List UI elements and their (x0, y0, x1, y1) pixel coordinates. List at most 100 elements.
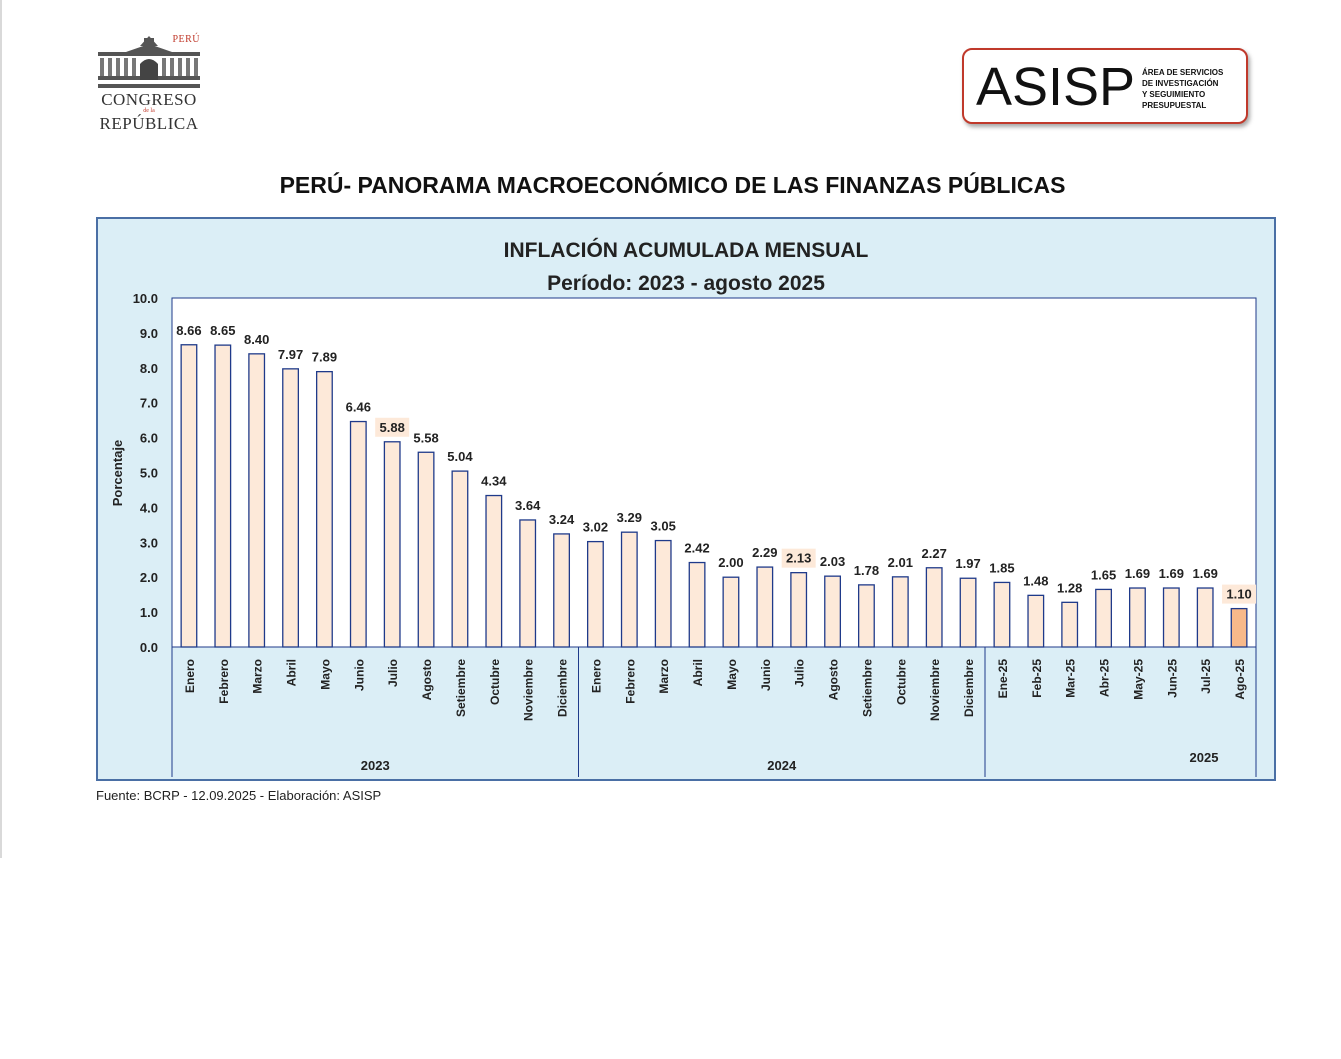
source-note: Fuente: BCRP - 12.09.2025 - Elaboración:… (96, 788, 382, 803)
value-label: 1.48 (1023, 573, 1048, 588)
y-tick-label: 8.0 (140, 361, 158, 376)
asisp-logo: ASISP ÁREA DE SERVICIOS DE INVESTIGACIÓN… (962, 48, 1248, 124)
bar (1128, 587, 1146, 648)
value-label: 5.04 (447, 449, 473, 464)
y-tick-label: 5.0 (140, 466, 158, 481)
value-label: 1.10 (1226, 587, 1251, 602)
asisp-logo-text: ASISP (976, 57, 1136, 117)
bar (722, 576, 740, 648)
congreso-line2: de la (143, 108, 155, 114)
bar (688, 561, 706, 648)
value-label: 2.29 (752, 545, 777, 560)
value-label: 2.00 (718, 555, 743, 570)
congress-building-icon (98, 36, 200, 88)
asisp-subtitle-line: Y SEGUIMIENTO (1142, 90, 1206, 99)
bar (1095, 588, 1113, 648)
value-label: 1.85 (989, 560, 1014, 575)
category-label: Feb-25 (1030, 659, 1044, 698)
asisp-subtitle-line: PRESUPUESTAL (1142, 101, 1207, 110)
value-label: 6.46 (346, 400, 371, 415)
category-label: Setiembre (860, 659, 874, 717)
value-label: 8.65 (210, 323, 235, 338)
chart-title: INFLACIÓN ACUMULADA MENSUAL (504, 238, 869, 262)
value-label: 1.69 (1159, 566, 1184, 581)
value-label: 2.01 (888, 555, 913, 570)
congreso-line3: REPÚBLICA (99, 114, 199, 133)
y-tick-label: 10.0 (133, 291, 158, 306)
page-title: PERÚ- PANORAMA MACROECONÓMICO DE LAS FIN… (279, 172, 1066, 198)
value-label: 1.69 (1193, 566, 1218, 581)
y-tick-label: 0.0 (140, 640, 158, 655)
bar (891, 576, 909, 648)
category-label: Marzo (657, 659, 671, 694)
value-label: 7.89 (312, 350, 337, 365)
value-label: 8.40 (244, 332, 269, 347)
value-label: 4.34 (481, 474, 507, 489)
y-tick-label: 2.0 (140, 570, 158, 585)
bar (417, 451, 435, 648)
category-label: Ene-25 (996, 659, 1010, 699)
value-label: 3.29 (617, 510, 642, 525)
congreso-peru-text: PERÚ (172, 34, 200, 45)
value-label: 1.65 (1091, 567, 1116, 582)
bar (654, 539, 672, 648)
y-tick-label: 4.0 (140, 500, 158, 515)
bar (451, 470, 469, 648)
category-label: Abril (285, 659, 299, 686)
category-label: Julio (386, 659, 400, 687)
y-tick-label: 3.0 (140, 535, 158, 550)
category-label: Agosto (827, 659, 841, 700)
bar (857, 584, 875, 648)
y-tick-label: 7.0 (140, 396, 158, 411)
value-label-highlight (1222, 584, 1257, 604)
value-label: 5.58 (413, 430, 438, 445)
value-label: 3.02 (583, 520, 608, 535)
category-label: Junio (759, 659, 773, 691)
chart-subtitle: Período: 2023 - agosto 2025 (547, 272, 825, 295)
bar (349, 420, 367, 648)
category-label: Agosto (420, 659, 434, 700)
category-label: Julio (793, 659, 807, 687)
bar (1196, 587, 1214, 648)
bar (519, 519, 537, 648)
y-axis-label: Porcentaje (110, 440, 125, 506)
bar (586, 540, 604, 648)
bar (756, 566, 774, 648)
value-label: 3.24 (549, 512, 575, 527)
value-label: 1.28 (1057, 580, 1082, 595)
category-label: Abril (691, 659, 705, 686)
category-label: Enero (589, 659, 603, 693)
value-label: 2.42 (684, 541, 709, 556)
value-label: 8.66 (176, 323, 201, 338)
bar (315, 370, 333, 648)
value-label: 2.03 (820, 554, 845, 569)
inflation-bar-chart: INFLACIÓN ACUMULADA MENSUAL Período: 2023… (96, 217, 1276, 781)
category-label: May-25 (1131, 659, 1145, 700)
value-label-highlight (781, 548, 816, 568)
category-label: Octubre (894, 659, 908, 705)
bar (282, 368, 300, 648)
value-label-highlight (375, 417, 410, 437)
bar (959, 577, 977, 648)
category-label: Mar-25 (1064, 659, 1078, 698)
bar (620, 531, 638, 648)
bar (790, 572, 808, 648)
category-label: Febrero (217, 659, 231, 704)
bar (1230, 607, 1248, 648)
y-tick-label: 9.0 (140, 326, 158, 341)
bar (248, 353, 266, 648)
asisp-subtitle-line: DE INVESTIGACIÓN (1142, 79, 1219, 88)
group-label: 2023 (361, 758, 390, 773)
bar (1061, 601, 1079, 648)
category-label: Setiembre (454, 659, 468, 717)
category-label: Noviembre (522, 659, 536, 721)
category-label: Noviembre (928, 659, 942, 721)
value-label: 1.69 (1125, 566, 1150, 581)
value-label: 3.05 (651, 519, 676, 534)
bar (383, 441, 401, 648)
y-tick-label: 1.0 (140, 605, 158, 620)
category-label: Jun-25 (1165, 659, 1179, 698)
bar (180, 344, 198, 648)
category-label: Mayo (725, 659, 739, 690)
category-label: Enero (183, 659, 197, 693)
